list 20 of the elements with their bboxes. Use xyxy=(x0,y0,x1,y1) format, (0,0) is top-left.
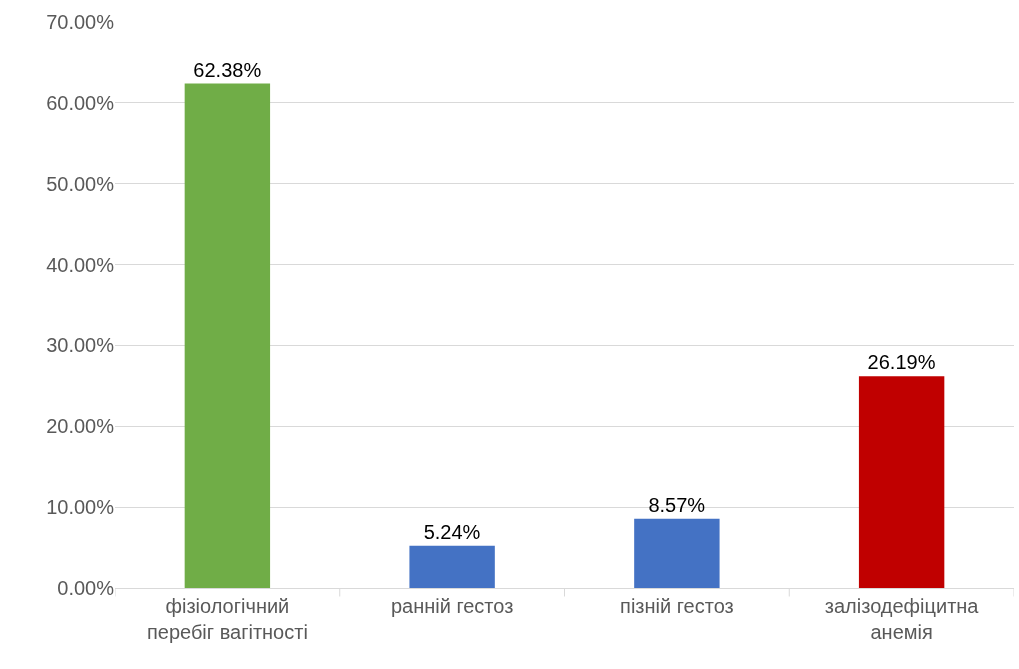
y-tick-label: 60.00% xyxy=(46,91,115,114)
data-label: 8.57% xyxy=(648,493,706,516)
y-tick-label: 30.00% xyxy=(46,334,115,357)
y-tick-label: 20.00% xyxy=(46,415,115,438)
bar xyxy=(409,545,495,588)
bar xyxy=(634,518,720,588)
x-tick-label: фізіологічний перебіг вагітності xyxy=(146,595,308,643)
y-tick-label: 0.00% xyxy=(57,577,115,599)
y-tick-label: 70.00% xyxy=(46,11,115,33)
x-tick-label: ранній гестоз xyxy=(390,595,514,617)
data-label: 62.38% xyxy=(193,58,262,81)
x-tick-label: пізній гестоз xyxy=(620,595,734,617)
y-tick-label: 40.00% xyxy=(46,253,115,276)
x-tick-label: залізодефіцитна анемія xyxy=(824,595,980,643)
data-label: 5.24% xyxy=(423,520,481,543)
y-tick-label: 50.00% xyxy=(46,172,115,195)
bar xyxy=(858,376,945,588)
bar xyxy=(184,83,271,588)
y-tick-label: 10.00% xyxy=(46,496,115,519)
data-label: 26.19% xyxy=(867,351,936,374)
